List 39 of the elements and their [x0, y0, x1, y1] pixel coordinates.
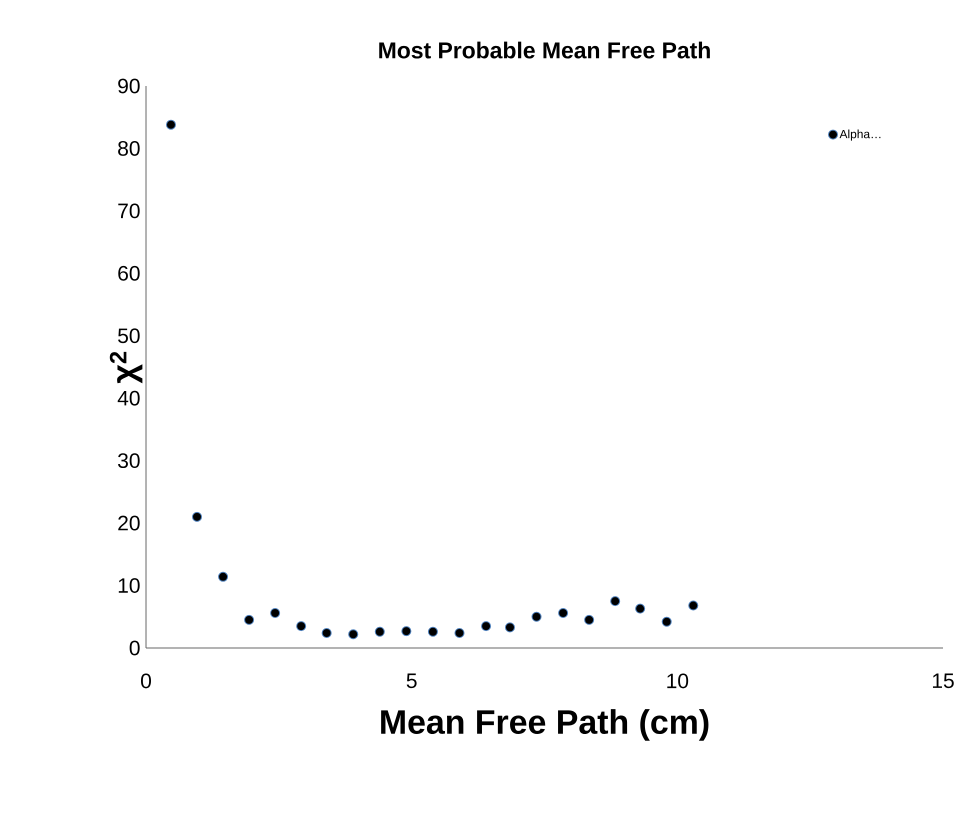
y-tick-label: 60 — [118, 266, 140, 281]
point — [166, 120, 176, 130]
point — [504, 622, 515, 632]
point — [428, 626, 438, 637]
y-tick-label: 40 — [118, 390, 140, 406]
point — [688, 600, 698, 611]
x-tick-label: 10 — [667, 674, 688, 688]
chart-title: Most Probable Mean Free Path — [379, 42, 710, 58]
point — [584, 614, 594, 625]
point — [662, 616, 672, 627]
point — [270, 608, 280, 618]
x-tick-label: 5 — [406, 674, 417, 688]
y-tick-label: 70 — [118, 203, 140, 218]
y-tick-label: 0 — [130, 640, 140, 656]
point — [218, 572, 228, 582]
point — [192, 512, 202, 522]
y-tick-label: 90 — [118, 78, 140, 94]
point — [532, 612, 542, 622]
point — [401, 626, 412, 636]
point — [454, 628, 464, 638]
point — [244, 614, 254, 625]
point — [348, 629, 358, 640]
point — [322, 628, 332, 638]
x-axis-title: Mean Free Path (cm) — [381, 709, 708, 741]
point — [610, 596, 620, 606]
point — [296, 621, 306, 632]
legend-label: Alpha… — [840, 130, 880, 141]
y-tick-label: 80 — [118, 141, 140, 156]
x-tick-label: 0 — [141, 674, 152, 688]
point — [374, 626, 385, 637]
y-tick-label: 10 — [118, 578, 140, 593]
point — [558, 608, 568, 618]
y-tick-label: 30 — [118, 453, 140, 468]
point — [635, 604, 646, 614]
y-tick-label: 20 — [118, 516, 140, 530]
y-tick-label: 50 — [118, 328, 140, 344]
text: χ$^{2}$ — [110, 352, 142, 384]
x-tick-label: 15 — [932, 674, 954, 688]
point — [481, 621, 492, 632]
